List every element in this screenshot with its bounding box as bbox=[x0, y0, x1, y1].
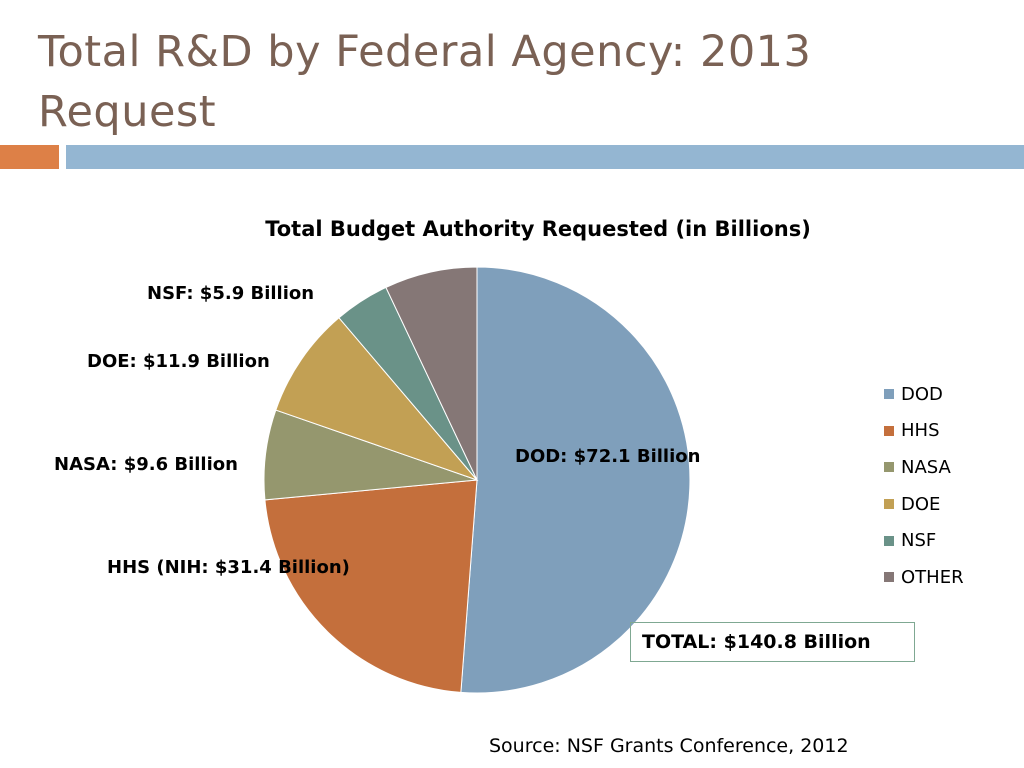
legend-label-nasa: NASA bbox=[901, 456, 951, 478]
pie-slice-doe bbox=[275, 317, 479, 482]
legend-item-dod: DOD bbox=[884, 376, 964, 413]
pie-slice-dod bbox=[460, 266, 691, 694]
title-accent-bar-orange bbox=[0, 145, 59, 169]
legend-swatch-doe bbox=[884, 499, 894, 510]
slice-label-dod: DOD: $72.1 Billion bbox=[515, 446, 701, 467]
pie-slice-other bbox=[385, 266, 478, 481]
legend-swatch-dod bbox=[884, 389, 894, 400]
chart-title: Total Budget Authority Requested (in Bil… bbox=[265, 217, 811, 241]
source-citation: Source: NSF Grants Conference, 2012 bbox=[489, 735, 849, 757]
pie-slice-hhs bbox=[264, 479, 478, 693]
legend-item-nsf: NSF bbox=[884, 522, 964, 559]
legend-label-doe: DOE bbox=[901, 493, 941, 515]
legend-label-nsf: NSF bbox=[901, 530, 937, 552]
legend-swatch-hhs bbox=[884, 425, 894, 436]
legend-swatch-nsf bbox=[884, 535, 894, 546]
slice-label-nsf: NSF: $5.9 Billion bbox=[147, 283, 315, 304]
title-accent-bar-blue bbox=[66, 145, 1024, 169]
slice-label-nasa: NASA: $9.6 Billion bbox=[54, 454, 238, 475]
slice-label-doe: DOE: $11.9 Billion bbox=[87, 351, 270, 372]
legend-label-hhs: HHS bbox=[901, 420, 940, 442]
total-callout: TOTAL: $140.8 Billion bbox=[630, 622, 915, 662]
legend-swatch-nasa bbox=[884, 462, 894, 473]
chart-legend: DOD HHS NASA DOE NSF OTHER bbox=[884, 376, 964, 596]
legend-label-dod: DOD bbox=[901, 383, 943, 405]
slice-label-hhs: HHS (NIH: $31.4 Billion) bbox=[107, 557, 350, 578]
legend-item-other: OTHER bbox=[884, 559, 964, 596]
page-title: Total R&D by Federal Agency: 2013 Reques… bbox=[38, 27, 812, 137]
legend-item-doe: DOE bbox=[884, 486, 964, 523]
legend-item-hhs: HHS bbox=[884, 413, 964, 450]
legend-swatch-other bbox=[884, 572, 894, 583]
legend-label-other: OTHER bbox=[901, 566, 964, 588]
legend-item-nasa: NASA bbox=[884, 449, 964, 486]
